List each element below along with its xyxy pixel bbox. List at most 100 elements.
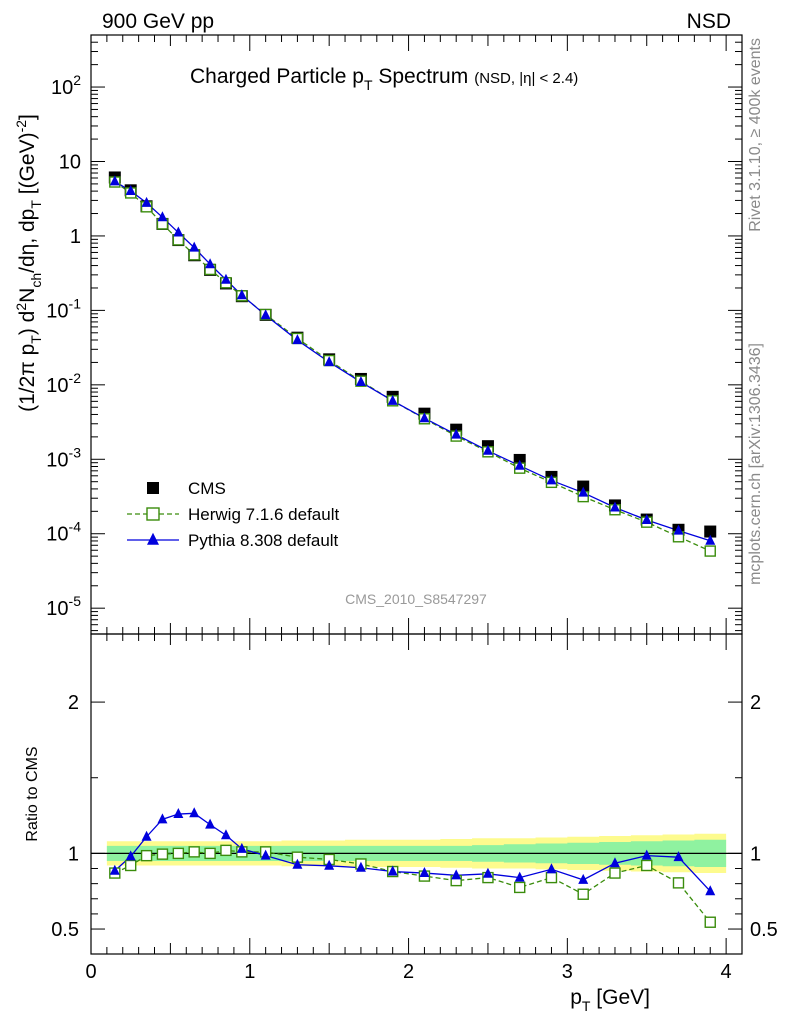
ratio-point-pythia-8-308-default [641, 849, 652, 860]
point-pythia-8-308-default [482, 444, 493, 455]
ratio-y-tick-label: 0.5 [51, 919, 79, 941]
legend-label: Herwig 7.1.6 default [188, 505, 339, 524]
x-tick-label: 0 [85, 961, 96, 983]
ratio-point-pythia-8-308-default [673, 851, 684, 862]
ratio-point-pythia-8-308-default [609, 857, 620, 868]
point-pythia-8-308-default [157, 211, 168, 222]
ratio-point-herwig-7-1-6-default [704, 916, 716, 928]
y-tick-label: 102 [51, 72, 81, 99]
legend-label: CMS [188, 479, 226, 498]
point-herwig-7-1-6-default [704, 545, 716, 557]
point-cms [577, 480, 590, 493]
ratio-point-pythia-8-308-default [141, 830, 152, 841]
ratio-point-herwig-7-1-6-default [172, 847, 185, 860]
point-pythia-8-308-default [514, 459, 525, 470]
ratio-point-pythia-8-308-default [324, 859, 335, 870]
ratio-point-pythia-8-308-default [236, 842, 247, 853]
ratio-point-pythia-8-308-default [109, 864, 120, 875]
ratio-point-herwig-7-1-6-default [220, 844, 232, 857]
legend-label: Pythia 8.308 default [188, 531, 339, 550]
point-pythia-8-308-default [451, 428, 462, 439]
y-tick-label: 10-4 [46, 519, 81, 546]
y-tick-label: 10 [59, 151, 81, 173]
mcplots-label: mcplots.cern.ch [arXiv:1306.3436] [747, 343, 764, 585]
y-tick-label: 1 [70, 226, 81, 248]
ratio-point-pythia-8-308-default [705, 885, 716, 896]
ratio-point-herwig-7-1-6-default [140, 849, 153, 862]
header-right: NSD [687, 10, 731, 33]
ratio-point-herwig-7-1-6-default [514, 881, 526, 894]
x-axis-label: pT [GeV] [570, 986, 650, 1014]
point-pythia-8-308-default [419, 412, 430, 423]
ratio-point-pythia-8-308-default [220, 829, 231, 840]
legend-marker [146, 507, 160, 521]
ratio-point-herwig-7-1-6-default [609, 867, 621, 879]
ratio-point-pythia-8-308-default [189, 807, 200, 818]
ratio-plot-area [91, 807, 742, 928]
ratio-y-tick-label-right: 1 [750, 843, 761, 865]
point-pythia-8-308-default [546, 474, 557, 485]
point-pythia-8-308-default [189, 241, 200, 252]
ratio-point-herwig-7-1-6-default [641, 859, 653, 872]
main-axes: 10-5 10-4 10-3 10-2 10-1 1 10 102 [46, 34, 742, 634]
y-tick-label: 10-5 [46, 593, 81, 620]
ratio-point-herwig-7-1-6-default [124, 859, 137, 872]
ratio-y-axis-label: Ratio to CMS [24, 746, 41, 841]
ratio-point-herwig-7-1-6-default [156, 848, 169, 860]
analysis-label: CMS_2010_S8547297 [345, 591, 487, 607]
ratio-point-herwig-7-1-6-default [545, 871, 558, 884]
ratio-point-pythia-8-308-default [125, 850, 136, 861]
x-tick-label: 4 [721, 961, 732, 983]
point-pythia-8-308-default [324, 356, 335, 367]
ratio-frame [90, 633, 743, 955]
point-pythia-8-308-default [578, 486, 589, 497]
y-tick-label: 10-2 [46, 370, 81, 397]
point-pythia-8-308-default [141, 196, 152, 207]
ratio-y-tick-label-right: 0.5 [750, 919, 778, 941]
ratio-panel: 0.5 0.5 1 1 2 2 0 1 2 3 4 Ratio to CMS pT [GeV] [24, 633, 778, 1014]
ratio-point-pythia-8-308-default [419, 867, 430, 878]
point-pythia-8-308-default [236, 289, 247, 300]
point-pythia-8-308-default [705, 534, 716, 545]
point-pythia-8-308-default [205, 258, 216, 269]
ratio-axes: 0.5 0.5 1 1 2 2 0 1 2 3 4 [51, 634, 778, 983]
point-pythia-8-308-default [387, 394, 398, 405]
main-panel: 10-5 10-4 10-3 10-2 10-1 1 10 102 Charged Parti… [13, 34, 743, 635]
ratio-point-pythia-8-308-default [451, 869, 462, 880]
main-title-sub: (NSD, |η| < 2.4) [474, 70, 578, 87]
point-pythia-8-308-default [260, 309, 271, 320]
point-pythia-8-308-default [292, 334, 303, 345]
point-pythia-8-308-default [173, 226, 184, 237]
main-title: Charged Particle pT Spectrum (NSD, |η| < … [190, 65, 578, 93]
legend: CMS Herwig 7.1.6 default Pythia 8.308 defa… [127, 479, 339, 550]
ratio-y-tick-label: 2 [68, 692, 79, 714]
point-pythia-8-308-default [609, 501, 620, 512]
rivet-label: Rivet 3.1.10, ≥ 400k events [747, 38, 764, 232]
point-pythia-8-308-default [355, 376, 366, 387]
ratio-point-pythia-8-308-default [260, 849, 271, 860]
x-tick-label: 1 [244, 961, 255, 983]
x-tick-label: 3 [562, 961, 573, 983]
ratio-point-pythia-8-308-default [482, 867, 493, 878]
ratio-point-pythia-8-308-default [514, 871, 525, 882]
point-cms [704, 525, 717, 538]
point-pythia-8-308-default [673, 524, 684, 535]
ratio-point-pythia-8-308-default [578, 873, 589, 884]
ratio-point-pythia-8-308-default [546, 863, 557, 874]
legend-marker [147, 482, 159, 494]
point-pythia-8-308-default [641, 513, 652, 524]
y-tick-label: 10-1 [46, 295, 81, 322]
point-pythia-8-308-default [220, 273, 231, 284]
ratio-point-herwig-7-1-6-default [188, 846, 200, 858]
x-tick-label: 2 [403, 961, 414, 983]
ratio-point-pythia-8-308-default [157, 813, 168, 824]
ratio-point-herwig-7-1-6-default [672, 877, 685, 889]
point-pythia-8-308-default [109, 175, 120, 186]
ratio-point-pythia-8-308-default [205, 818, 216, 829]
main-y-axis-label: (1/2π pT) d2Nch/dη, dpT [(GeV)-2] [13, 114, 44, 412]
ratio-point-herwig-7-1-6-default [204, 847, 216, 860]
header-left: 900 GeV pp [102, 10, 214, 33]
ratio-point-pythia-8-308-default [173, 808, 184, 819]
main-plot-area [108, 171, 717, 557]
